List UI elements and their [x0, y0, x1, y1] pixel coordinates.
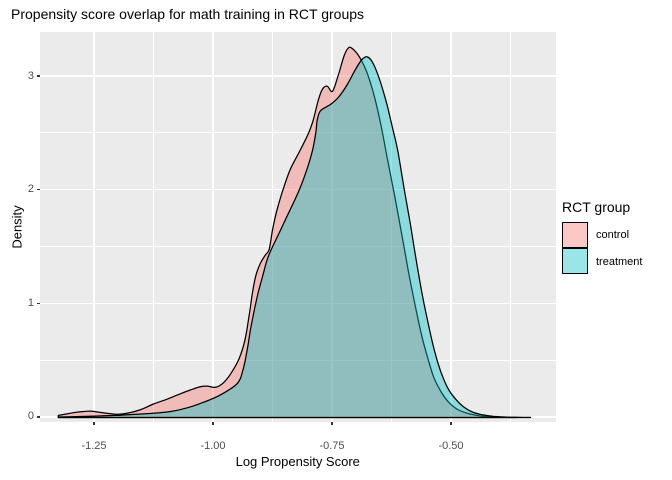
y-gridline-major [39, 302, 556, 305]
x-gridline-minor [510, 31, 511, 422]
y-tick-mark [36, 302, 40, 304]
x-tick-label: -0.50 [438, 440, 464, 452]
density-curve-treatment [57, 55, 531, 418]
y-gridline-minor [39, 132, 556, 134]
x-gridline-major [331, 31, 333, 422]
legend: RCT group control treatment [562, 199, 642, 275]
y-gridline-major [39, 188, 556, 191]
density-curve-control [57, 46, 518, 418]
plot-title: Propensity score overlap for math traini… [11, 6, 365, 22]
legend-key-control [562, 222, 588, 249]
x-gridline-minor [153, 31, 154, 422]
x-tick-mark [93, 421, 95, 425]
y-tick-label: 3 [27, 69, 34, 82]
y-tick-label: 2 [27, 183, 34, 196]
y-gridline-major [39, 75, 556, 77]
plot-panel [39, 31, 556, 422]
x-tick-mark [450, 421, 452, 425]
y-gridline-minor [39, 246, 556, 247]
x-tick-label: -1.00 [200, 440, 226, 452]
x-gridline-major [212, 31, 214, 422]
x-tick-label: -0.75 [319, 440, 345, 452]
legend-label: treatment [596, 255, 643, 268]
x-gridline-minor [391, 31, 392, 422]
y-tick-label: 1 [27, 296, 34, 309]
y-tick-mark [36, 416, 40, 418]
y-tick-mark [36, 189, 40, 191]
x-gridline-major [93, 31, 95, 422]
x-tick-mark [331, 421, 333, 425]
y-tick-mark [36, 75, 40, 77]
y-tick-label: 0 [27, 410, 34, 423]
y-gridline-minor [39, 359, 556, 361]
legend-items: control treatment [562, 222, 642, 275]
legend-key-treatment [562, 248, 588, 275]
density-curves [57, 46, 531, 418]
x-tick-label: -1.25 [81, 440, 107, 452]
legend-item: control [562, 222, 642, 249]
x-axis-title: Log Propensity Score [235, 454, 360, 469]
x-gridline-major [450, 31, 452, 422]
legend-label: control [596, 229, 630, 242]
legend-item: treatment [562, 248, 643, 276]
x-tick-mark [212, 421, 214, 425]
legend-title: RCT group [562, 199, 631, 215]
